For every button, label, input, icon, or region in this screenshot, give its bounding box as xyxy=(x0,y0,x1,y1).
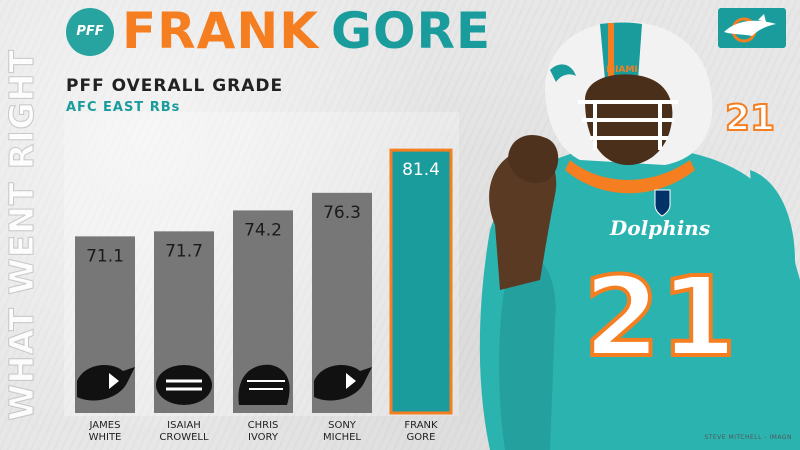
patriots-logo-icon xyxy=(314,365,372,401)
jersey-number: 21 xyxy=(583,253,736,381)
helmet-dolphin-logo xyxy=(550,64,576,82)
last-name: GORE xyxy=(330,2,492,60)
player-jersey xyxy=(479,147,800,450)
dolphins-logo-icon xyxy=(718,8,786,48)
chart-title: PFF OVERALL GRADE xyxy=(66,76,284,96)
category-label: JAMES xyxy=(89,420,121,431)
category-label: SONY xyxy=(328,420,357,431)
pff-logo-icon: PFF xyxy=(66,8,114,56)
dolphins-logo-graphic xyxy=(724,14,776,43)
bar-value-label: 76.3 xyxy=(323,203,361,223)
chart-subtitle: AFC EAST RBs xyxy=(66,100,181,115)
jets-logo-icon xyxy=(156,365,212,405)
helmet-facemask xyxy=(578,100,678,150)
category-label: FRANK xyxy=(404,420,438,431)
category-label: CHRIS xyxy=(248,420,279,431)
category-label: WHITE xyxy=(89,432,122,443)
bears-logo-icon xyxy=(238,364,290,405)
category-label: MICHEL xyxy=(323,432,361,443)
bar-value-label: 74.2 xyxy=(244,220,282,240)
player-right-arm xyxy=(750,170,800,320)
bar-value-label: 71.7 xyxy=(165,241,203,261)
jersey-collar xyxy=(565,160,695,194)
helmet-label: MIAMI xyxy=(606,65,638,75)
category-label: CROWELL xyxy=(159,432,209,443)
category-label: ISAIAH xyxy=(167,420,201,431)
photo-credit: STEVE MITCHELL - IMAGN xyxy=(704,434,792,441)
bar-value-label: 71.1 xyxy=(86,246,124,266)
player-fist xyxy=(508,134,559,184)
patriots-logo-icon xyxy=(77,365,135,401)
helmet-stripe-orange xyxy=(608,23,614,79)
bar-value-label: 81.4 xyxy=(402,160,440,180)
jersey-shading xyxy=(498,254,556,450)
jersey-team-script: Dolphins xyxy=(609,216,710,240)
first-name: FRANK xyxy=(122,2,319,60)
nfl-shield-icon xyxy=(654,189,671,217)
category-label: IVORY xyxy=(248,432,279,443)
player-photo: MIAMI 21 Dolphins 21 xyxy=(479,21,800,450)
player-name-title: FRANK GORE xyxy=(122,2,491,60)
shoulder-number: 21 xyxy=(725,98,775,139)
category-label: GORE xyxy=(407,432,436,443)
bar-highlight xyxy=(389,148,453,415)
player-arm xyxy=(489,149,557,290)
